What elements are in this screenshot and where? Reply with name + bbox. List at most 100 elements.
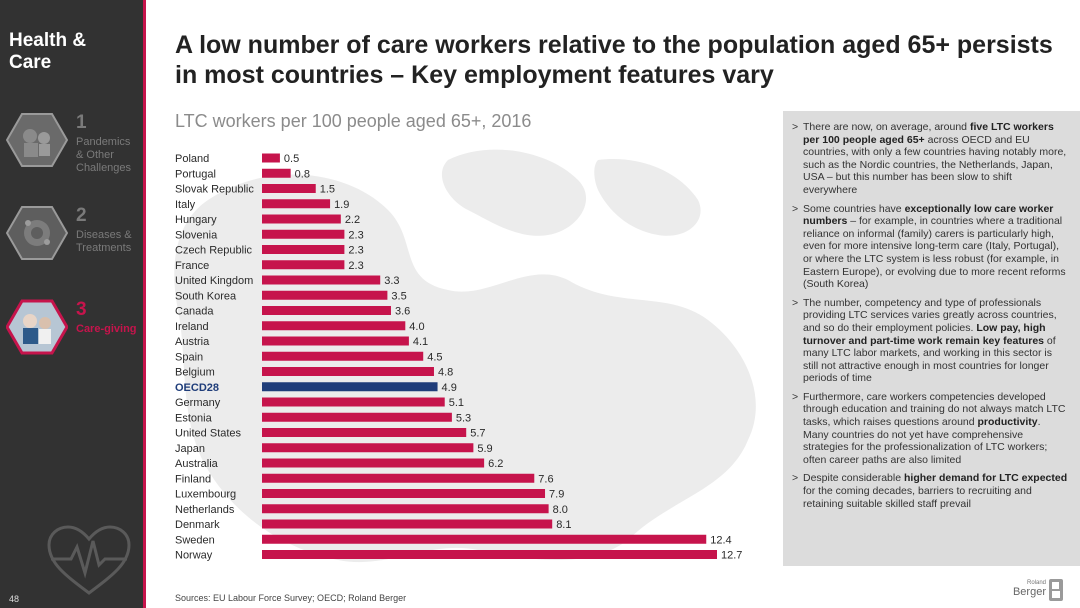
- category-label: South Korea: [175, 290, 237, 302]
- bullet-point: Despite considerable higher demand for L…: [792, 472, 1068, 510]
- value-label: 8.0: [553, 504, 568, 516]
- info-panel: There are now, on average, around five L…: [783, 111, 1080, 566]
- category-label: France: [175, 260, 209, 272]
- category-label: United States: [175, 428, 242, 440]
- category-label: Slovenia: [175, 229, 218, 241]
- nav-item-diseases[interactable]: 2 Diseases & Treatments: [6, 205, 136, 275]
- bar-chart: Poland 0.5 Portugal 0.8 Slovak Republic 1.5 It…: [175, 153, 742, 562]
- value-label: 5.7: [470, 428, 485, 440]
- value-label: 12.7: [721, 550, 742, 562]
- value-label: 2.3: [348, 260, 363, 272]
- value-label: 5.3: [456, 412, 471, 424]
- bullet-point: Some countries have exceptionally low ca…: [792, 203, 1068, 291]
- category-label: Poland: [175, 153, 209, 165]
- section-title: Health & Care: [9, 30, 87, 73]
- category-label: Sweden: [175, 534, 215, 546]
- bar: [262, 397, 445, 407]
- category-label: Germany: [175, 397, 221, 409]
- value-label: 2.2: [345, 214, 360, 226]
- bar: [262, 184, 316, 193]
- nav-label: Diseases & Treatments: [76, 229, 132, 254]
- category-label: Denmark: [175, 519, 220, 531]
- bar: [262, 351, 424, 361]
- sidebar: Health & Care 1 Pandemics & Other Challe…: [0, 0, 145, 608]
- value-label: 8.1: [556, 519, 571, 531]
- category-label: Italy: [175, 199, 196, 211]
- bar: [262, 168, 291, 178]
- value-label: 3.5: [391, 290, 406, 302]
- bar: [262, 519, 553, 529]
- category-label: Belgium: [175, 367, 215, 379]
- bar: [262, 260, 345, 270]
- bar: [262, 199, 331, 209]
- value-label: 6.2: [488, 458, 503, 470]
- value-label: 2.3: [348, 245, 363, 257]
- bar: [262, 336, 409, 346]
- bullet-point: There are now, on average, around five L…: [792, 121, 1068, 197]
- sources-note: Sources: EU Labour Force Survey; OECD; R…: [175, 593, 407, 603]
- caregiving-hex-icon: [6, 299, 68, 355]
- bar: [262, 306, 391, 315]
- diseases-hex-icon: [6, 206, 68, 260]
- value-label: 4.0: [409, 321, 424, 333]
- nav-number: 2: [76, 205, 87, 226]
- sidebar-accent-line: [143, 0, 146, 608]
- category-label: Netherlands: [175, 504, 235, 516]
- value-label: 5.1: [449, 397, 464, 409]
- bar: [262, 290, 388, 300]
- logo-mark-icon: [1049, 579, 1063, 601]
- bar: [262, 153, 280, 163]
- nav-item-caregiving[interactable]: 3 Care-giving: [6, 299, 137, 369]
- nav-item-pandemics[interactable]: 1 Pandemics & Other Challenges: [6, 112, 136, 182]
- bar: [262, 229, 345, 239]
- nav-number: 1: [76, 112, 87, 133]
- bullet-point: Furthermore, care workers competencies d…: [792, 391, 1068, 467]
- category-label: Estonia: [175, 412, 213, 424]
- value-label: 12.4: [710, 534, 731, 546]
- pandemics-hex-icon: [6, 113, 68, 167]
- category-label: Norway: [175, 550, 213, 562]
- logo-line1: Roland: [1026, 580, 1046, 586]
- category-label: Slovak Republic: [175, 184, 254, 196]
- category-label: Austria: [175, 336, 210, 348]
- value-label: 7.6: [538, 473, 553, 485]
- heart-pulse-icon: [47, 525, 131, 595]
- category-label: Canada: [175, 306, 214, 318]
- bar: [262, 367, 434, 376]
- bar: [262, 473, 535, 483]
- bar: [262, 489, 546, 498]
- value-label: 0.5: [284, 153, 299, 165]
- value-label: 4.1: [413, 336, 428, 348]
- page-number: 48: [9, 594, 20, 604]
- value-label: 2.3: [348, 229, 363, 241]
- nav-label: Pandemics & Other Challenges: [76, 136, 132, 174]
- bar: [262, 321, 406, 331]
- category-label: Czech Republic: [175, 245, 253, 257]
- category-label: Spain: [175, 351, 203, 363]
- value-label: 7.9: [549, 489, 564, 501]
- category-label: OECD28: [175, 382, 219, 394]
- page-title: A low number of care workers relative to…: [175, 31, 1053, 89]
- value-label: 4.5: [427, 351, 442, 363]
- category-label: Ireland: [175, 321, 209, 333]
- nav-number: 3: [76, 299, 87, 320]
- nav-label: Care-giving: [76, 323, 137, 335]
- bar: [262, 214, 341, 224]
- category-label: Portugal: [175, 168, 216, 180]
- category-label: Finland: [175, 473, 211, 485]
- category-label: Hungary: [175, 214, 217, 226]
- value-label: 1.5: [320, 184, 335, 196]
- bar: [262, 458, 485, 468]
- value-label: 5.9: [477, 443, 492, 455]
- category-label: United Kingdom: [175, 275, 253, 287]
- value-label: 3.3: [384, 275, 399, 287]
- category-label: Japan: [175, 443, 205, 455]
- value-label: 0.8: [295, 168, 310, 180]
- category-label: Australia: [175, 458, 219, 470]
- bar: [262, 428, 467, 437]
- bar: [262, 443, 474, 453]
- bar: [262, 382, 438, 392]
- roland-berger-logo: Roland Berger: [1010, 578, 1070, 604]
- chart-title: LTC workers per 100 people aged 65+, 201…: [175, 111, 532, 131]
- category-label: Luxembourg: [175, 489, 236, 501]
